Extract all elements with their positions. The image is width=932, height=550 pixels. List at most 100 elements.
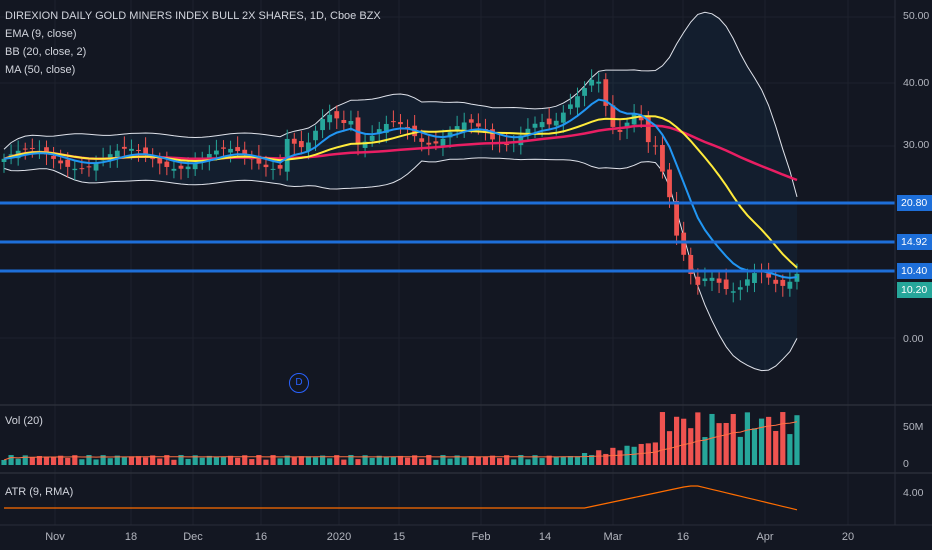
volume-bar [135,456,142,465]
volume-bar [447,458,453,465]
pane-separators [0,0,932,526]
candle-body [702,278,708,282]
volume-bar [58,455,64,465]
candle-body [596,81,602,84]
candle-body [645,116,651,143]
candle-body [114,150,120,158]
volume-bar [553,456,559,465]
candle-body [433,141,439,144]
candle-body [582,88,587,96]
volume-bar [65,458,71,465]
legend-vol[interactable]: Vol (20) [5,415,43,427]
volume-bar [121,457,127,465]
candle-body [617,130,623,132]
candles [1,69,800,303]
volume-bar [178,455,184,465]
candle-body [129,148,134,151]
volume-bar [305,456,312,465]
time-axis-label: Apr [756,531,774,543]
candle-body [525,128,531,134]
price-axis-label: 30.00 [903,139,930,151]
volume-bar [688,428,694,465]
candle-body [121,146,127,149]
time-axis-label: 15 [392,531,406,543]
volume-bar [497,458,503,465]
volume-bar [702,437,708,465]
volume-bar [383,456,389,465]
volume-bar [79,459,85,465]
candle-body [185,166,191,170]
volume-bar [164,455,170,465]
time-axis-label: 20 [841,531,855,543]
candle-body [440,138,446,148]
price-tag: 20.80 [897,195,932,211]
volume-bar [362,455,368,465]
candle-body [398,122,403,125]
volume-bar [638,443,644,465]
bollinger-basis-line [3,115,798,269]
volume-bar [199,457,205,465]
volume-bar [567,456,573,465]
legend-atr[interactable]: ATR (9, RMA) [5,486,74,498]
volume-bar [143,457,149,465]
candle-body [419,138,425,142]
volume-bar [348,455,354,465]
candle-body [631,113,637,125]
volume-bar [645,443,651,465]
volume-bar [8,455,14,465]
volume-bar [412,455,418,465]
dividend-badge[interactable]: D [289,373,309,393]
candle-body [86,166,92,168]
time-axis-label: 16 [676,531,690,543]
candle-body [256,155,262,164]
volume-bar [334,455,340,465]
volume-bar [681,418,687,465]
candle-body [277,165,283,169]
volume-bar [546,455,552,465]
candle-body [228,148,233,153]
candle-body [780,279,786,286]
volume-bar [468,456,474,465]
volume-bar [369,457,375,465]
volume-bar [22,455,28,465]
volume-bar [404,457,411,465]
candle-body [51,155,56,159]
candle-body [546,118,552,125]
legend-ema[interactable]: EMA (9, close) [5,28,77,40]
price-tag: 10.40 [897,263,932,279]
candle-body [553,120,559,126]
candle-body [447,132,453,138]
volume-bar [751,428,758,465]
candle-body [490,129,495,140]
volume-bar [320,455,326,465]
volume-bar [624,445,630,465]
volume-bar [72,455,78,465]
candle-body [681,232,687,255]
ema-9-line [3,98,798,279]
candle-body [22,148,28,150]
volume-bar [596,450,602,465]
candle-body [65,159,71,167]
volume-bar [213,456,219,465]
candle-body [178,165,184,169]
time-axis-label: Nov [45,531,65,543]
volume-bar [603,453,609,465]
candle-body [723,279,729,290]
volume-bar [397,455,404,465]
volume-bar [489,455,496,465]
candle-body [624,122,630,129]
candle-body [298,141,304,148]
candle-body [560,112,566,123]
candle-body [383,123,389,133]
volume-bar [419,458,425,465]
candle-body [575,96,580,108]
candle-body [589,79,595,86]
volume-bar [794,415,800,465]
volume-bar [709,413,715,465]
legend-bb[interactable]: BB (20, close, 2) [5,46,87,58]
candle-body [709,277,715,281]
volume-bar [433,459,439,465]
legend-ma[interactable]: MA (50, close) [5,64,76,76]
volume-bars [1,412,800,465]
